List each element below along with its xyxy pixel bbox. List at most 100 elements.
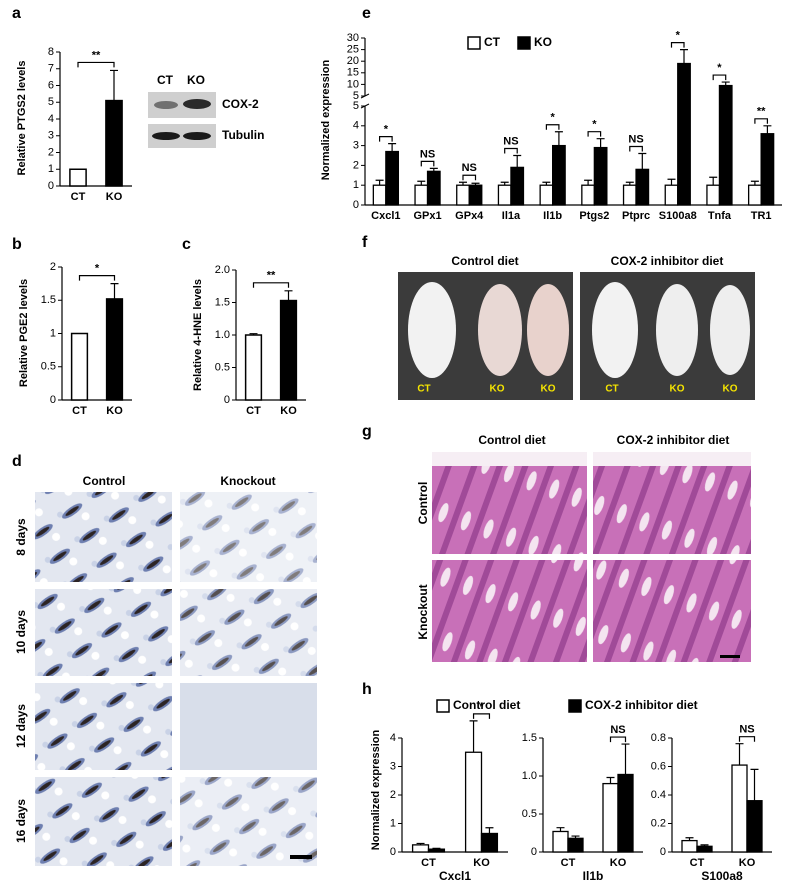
error-bar [458,181,467,186]
y-axis-label: Relative PTGS2 levels [16,61,28,176]
bar [480,832,499,853]
significance-bracket [670,42,685,48]
x-tick-label: KO [106,191,123,203]
error-bar [416,842,425,845]
error-bar [388,143,397,152]
y-tick-label: 6 [48,79,54,91]
micrograph [35,492,172,582]
x-tick-label: KO [739,857,756,869]
bar [681,839,698,853]
significance-label: * [479,701,484,713]
blot-band [183,99,211,109]
error-bar [680,49,689,64]
x-tick-label: Tnfa [708,210,732,222]
y-tick-label: 0 [48,180,54,192]
micrograph [432,560,587,662]
bar [567,837,584,853]
panel-label: a [12,5,21,22]
micrograph [432,452,587,554]
panel-label: d [12,453,22,470]
mouse-label: KO [670,384,685,395]
y-tick-label: 0 [50,394,56,406]
y-tick-label: 0.5 [522,808,537,820]
bar [552,144,566,206]
mouse-label: KO [490,384,505,395]
significance-label: NS [503,135,518,147]
y-tick-label: 2 [390,789,396,801]
bar [70,332,89,401]
significance-bracket [378,136,393,142]
x-tick-label: Cxcl1 [371,210,400,222]
error-bar [685,837,694,841]
bar [411,844,430,853]
panel-label: b [12,236,22,253]
x-tick-label: GPx4 [455,210,484,222]
legend-label: COX-2 inhibitor diet [585,698,698,712]
significance-label: NS [628,133,643,145]
group-header: COX-2 inhibitor diet [611,254,724,268]
y-axis-label: Normalized expression [370,730,382,851]
y-tick-label: 0.5 [215,361,230,373]
mouse [527,284,569,376]
row-label: Control [416,482,430,525]
y-tick-label: 2 [48,146,54,158]
legend-label: Control diet [453,698,520,712]
bar [510,166,525,206]
x-tick-label: Ptprc [622,210,650,222]
legend-swatch [568,699,582,713]
error-bar [284,290,293,301]
x-tick-label: Ptgs2 [579,210,609,222]
row-label: 10 days [14,610,28,654]
bar [602,782,619,853]
y-tick-label: 0.6 [651,760,666,772]
micrograph [35,683,172,770]
panel-label: c [182,236,191,253]
error-bar [375,179,384,186]
error-bar [432,847,441,850]
error-bar [469,720,478,753]
y-tick-label: 1 [390,817,396,829]
x-tick-label: CT [246,405,261,417]
y-tick-label: 0 [224,394,230,406]
bar [105,298,124,401]
error-bar [556,827,565,832]
x-tick-label: KO [280,405,297,417]
error-bar [735,743,744,766]
y-tick-label: 0 [660,846,666,858]
panel-g: g Control diet COX-2 inhibitor diet Cont… [362,423,751,662]
significance-label: NS [462,162,477,174]
y-axis-label: Relative PGE2 levels [18,279,30,387]
x-tick-label: Il1b [543,210,562,222]
bar [414,184,429,206]
bar [468,184,483,206]
micrograph [180,492,317,582]
blot-band [152,132,180,140]
mouse-label: KO [723,384,738,395]
y-tick-label: 0 [353,199,359,211]
significance-bracket [420,160,435,167]
legend-swatch [436,699,450,713]
western-blot: CT KO COX-2 Tubulin [148,73,264,148]
error-bar [596,138,605,148]
row-label: 8 days [14,518,28,556]
significance-bracket [504,147,518,154]
error-bar [249,333,258,335]
y-tick-label: 2 [50,261,56,273]
significance-bracket [472,713,491,719]
mouse [478,284,522,376]
significance-label: ** [92,49,101,61]
x-tick-label: CT [561,857,576,869]
bar [464,751,483,853]
bar [760,133,775,206]
error-bar [584,179,593,186]
y-tick-label: 20 [347,55,359,67]
significance-bracket [738,736,756,742]
significance-label: NS [420,148,435,160]
y-tick-label: 1.5 [215,296,230,308]
bar [593,146,608,206]
column-header: Knockout [220,474,275,488]
significance-bracket [78,275,116,281]
legend-label: CT [484,35,501,49]
bar [552,830,569,853]
y-tick-label: 4 [353,120,359,132]
